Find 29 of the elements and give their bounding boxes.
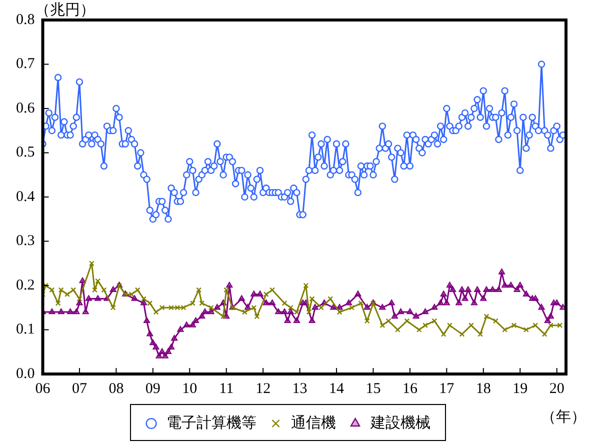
y-tick-label: 0.6 <box>16 100 36 116</box>
y-tick-label: 0.1 <box>16 322 35 338</box>
y-axis-title: （兆円） <box>34 1 95 18</box>
y-tick-label: 0.5 <box>16 144 35 161</box>
x-tick-label: 06 <box>35 380 51 397</box>
y-tick-label: 0.3 <box>16 233 35 250</box>
x-tick-label: 18 <box>476 380 491 397</box>
y-tick-label: 0.8 <box>16 12 35 28</box>
y-tick-label: 0.2 <box>16 277 35 294</box>
legend-label: 電子計算機等 <box>166 414 256 432</box>
x-tick-label: 09 <box>145 380 160 397</box>
x-tick-label: 12 <box>256 380 271 397</box>
x-tick-label: 16 <box>402 380 418 397</box>
x-tick-label: 15 <box>366 380 381 397</box>
x-tick-label: 07 <box>72 380 88 397</box>
x-tick-label: 11 <box>219 380 234 397</box>
x-axis-title: （年） <box>541 408 586 426</box>
x-tick-label: 14 <box>329 380 345 397</box>
x-tick-label: 13 <box>292 380 308 397</box>
x-tick-label: 19 <box>512 380 528 397</box>
y-tick-label: 0.7 <box>16 56 36 72</box>
y-tick-label: 0.0 <box>16 366 35 382</box>
x-tick-label: 17 <box>439 380 455 397</box>
y-tick-label: 0.4 <box>16 188 36 205</box>
x-tick-label: 08 <box>108 380 124 397</box>
x-tick-label: 10 <box>182 380 198 397</box>
x-tick-label: 20 <box>549 380 564 397</box>
legend-label: 建設機械 <box>369 414 430 432</box>
legend-label: 通信機 <box>290 414 336 432</box>
